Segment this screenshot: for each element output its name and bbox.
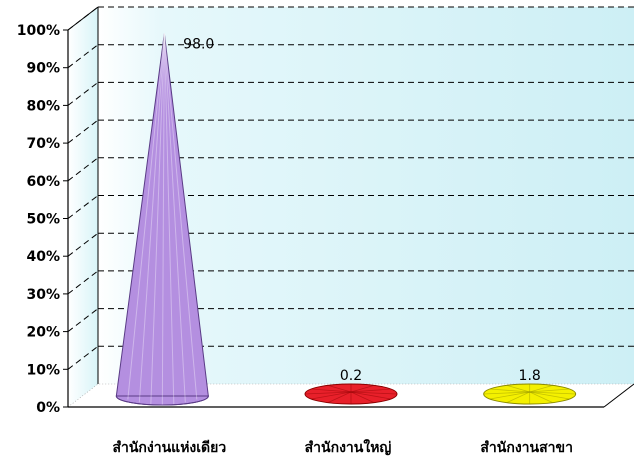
y-tick-label: 0% — [36, 400, 60, 416]
gridline-side — [67, 82, 99, 106]
gridline-side — [67, 44, 99, 69]
cone-facet — [327, 391, 352, 404]
cone-facet — [489, 388, 530, 393]
cone-facet — [327, 384, 352, 393]
y-tick-label: 20% — [26, 325, 60, 341]
gridline-side — [67, 270, 99, 295]
y-axis-ticks: 0% 10% 20% 30% 40% 50% 60% 70% 80% 90% 100% — [17, 23, 68, 416]
cone-3: 1.8 — [483, 368, 577, 405]
cone-facet — [138, 33, 165, 403]
cone-1: 98.0 — [115, 33, 214, 406]
y-tick-label: 70% — [26, 136, 60, 152]
cone-facet — [483, 391, 530, 395]
gridline-side — [67, 157, 99, 182]
floor-right-edge — [603, 383, 634, 408]
data-marks: 98.0 0.2 1.8 — [115, 33, 577, 406]
gridline-side — [67, 232, 99, 257]
y-tick-label: 80% — [26, 98, 60, 114]
gridline-side — [67, 119, 99, 144]
cone-facet — [529, 384, 553, 393]
cone-facet — [163, 33, 186, 403]
cone-facet — [150, 33, 165, 405]
cone-facet — [161, 33, 165, 406]
cone-facet — [529, 391, 576, 395]
cone-facet — [350, 391, 398, 395]
cone-facet — [506, 384, 530, 393]
x-category-label: สำนักงานสาขา — [480, 440, 573, 456]
cone-facet — [350, 391, 391, 400]
y-tick-label: 90% — [26, 61, 60, 77]
cone-facet — [529, 391, 553, 404]
y-tick-label: 50% — [26, 212, 60, 228]
gridline-side — [67, 195, 99, 219]
cone-facet — [127, 33, 165, 400]
cone-facet — [304, 391, 352, 395]
y-tick-label: 40% — [26, 249, 60, 265]
cone-body — [115, 33, 209, 397]
cone-facet — [529, 388, 570, 393]
data-label: 1.8 — [519, 368, 541, 384]
cone-base-edge — [115, 395, 209, 406]
data-label: 98.0 — [183, 37, 214, 53]
cone-facet — [163, 33, 198, 400]
cone-2: 0.2 — [304, 368, 398, 405]
cone-facet — [529, 391, 570, 400]
y-tick-label: 60% — [26, 174, 60, 190]
cone-facet — [163, 33, 175, 405]
cone-facet — [350, 384, 375, 393]
cone-facet — [311, 391, 352, 400]
y-tick-label: 10% — [26, 362, 60, 378]
x-category-label: สำนักงานใหญ่ — [305, 438, 392, 456]
x-category-label: สำนักง่านแห่งเดียว — [112, 440, 226, 456]
back-wall — [98, 7, 634, 384]
cone-facet — [350, 391, 375, 404]
y-tick-label: 100% — [17, 23, 60, 39]
side-wall-top-edge — [67, 6, 99, 31]
cone-facet — [506, 391, 530, 404]
cone-facet — [311, 388, 352, 393]
side-wall — [68, 7, 98, 407]
cone-facet — [489, 391, 530, 400]
cone-facet — [350, 388, 391, 393]
gridline-side — [67, 308, 99, 332]
y-tick-label: 30% — [26, 287, 60, 303]
x-axis-categories: สำนักง่านแห่งเดียว สำนักงานใหญ่ สำนักงานสา… — [112, 438, 572, 456]
gridline-side — [67, 345, 99, 370]
cone-base — [483, 383, 577, 405]
data-label: 0.2 — [340, 368, 362, 384]
cone-base — [304, 383, 398, 405]
